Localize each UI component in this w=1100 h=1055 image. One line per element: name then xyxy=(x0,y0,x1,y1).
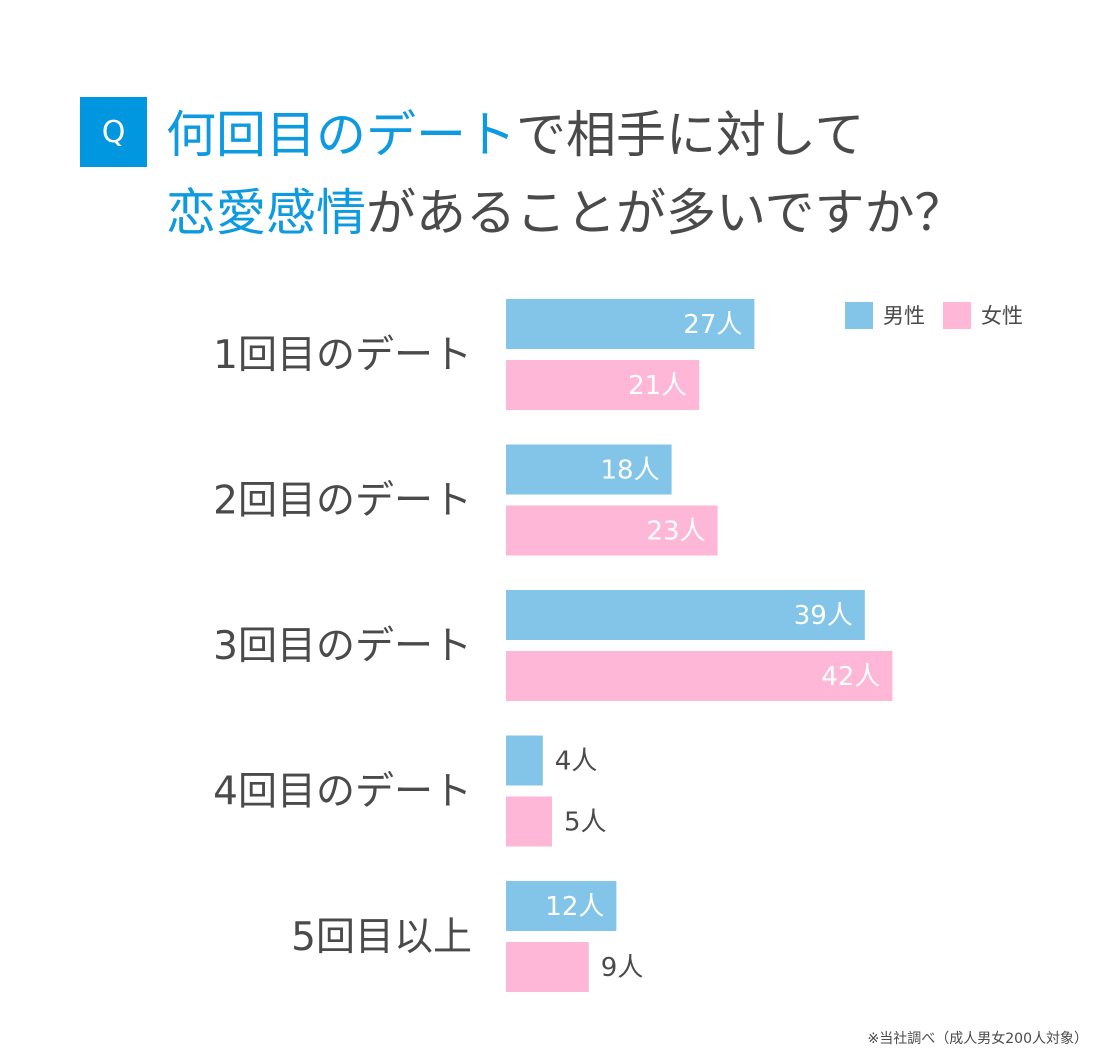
category-label: 1回目のデート xyxy=(213,333,472,378)
bar-value-label: 23人 xyxy=(647,517,706,547)
title-rest-1: で相手に対して xyxy=(516,106,865,164)
category-label: 3回目のデート xyxy=(213,624,472,669)
bar-male xyxy=(506,735,543,786)
category-label: 5回目以上 xyxy=(291,915,472,960)
bar-value-label: 9人 xyxy=(601,953,644,983)
title-rest-2: があることが多いですか？ xyxy=(366,184,965,242)
bar-value-label: 27人 xyxy=(683,310,742,340)
bar-value-label: 21人 xyxy=(628,371,687,401)
bar-female xyxy=(506,651,893,701)
bar-male xyxy=(506,444,672,495)
title-highlight-1: 何回目のデート xyxy=(166,106,516,164)
title-line-1: 何回目のデートで相手に対して xyxy=(166,105,865,165)
legend-label-female: 女性 xyxy=(981,304,1023,328)
category-label: 4回目のデート xyxy=(213,770,472,815)
legend-label-male: 男性 xyxy=(883,304,925,328)
legend: 男性 女性 xyxy=(845,300,1041,330)
legend-swatch-female xyxy=(943,301,971,329)
bar-female xyxy=(506,942,589,992)
bar-value-label: 42人 xyxy=(821,662,880,692)
title-highlight-2: 恋愛感情 xyxy=(166,184,366,242)
bar-female xyxy=(506,796,552,847)
bar-male xyxy=(506,881,617,931)
category-label: 2回目のデート xyxy=(213,479,472,524)
bar-value-label: 4人 xyxy=(555,747,598,777)
footnote: ※当社調べ（成人男女200人対象） xyxy=(867,1031,1088,1047)
bar-female xyxy=(506,505,718,556)
bar-female xyxy=(506,360,700,410)
title-line-2: 恋愛感情があることが多いですか？ xyxy=(166,183,965,243)
legend-swatch-male xyxy=(845,301,873,329)
question-badge: Q xyxy=(80,97,147,167)
bar-male xyxy=(506,590,865,640)
bar-male xyxy=(506,299,755,349)
bar-value-label: 12人 xyxy=(545,892,604,922)
bar-value-label: 5人 xyxy=(564,808,607,838)
bar-value-label: 18人 xyxy=(601,456,660,486)
bar-value-label: 39人 xyxy=(794,601,853,631)
